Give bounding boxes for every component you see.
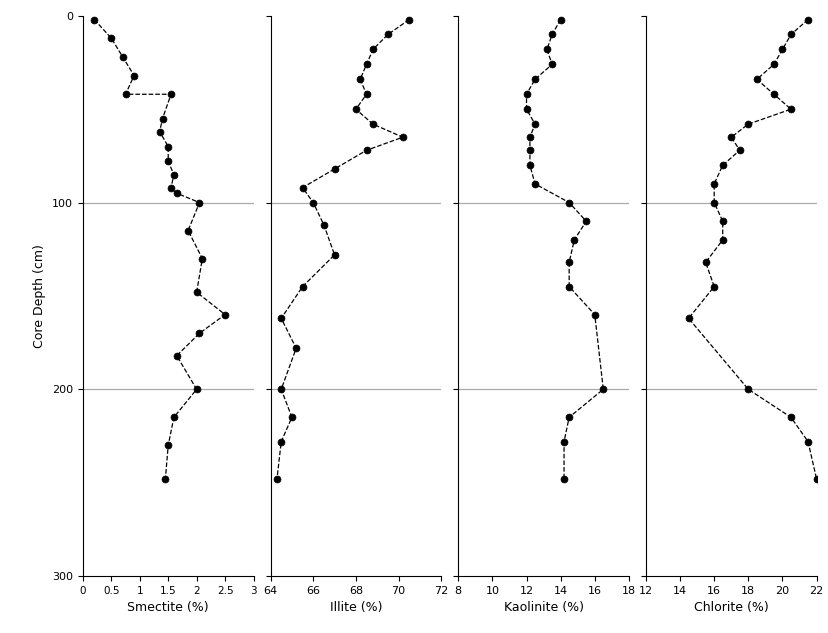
X-axis label: Chlorite (%): Chlorite (%) [693,601,768,614]
X-axis label: Illite (%): Illite (%) [330,601,382,614]
Y-axis label: Core Depth (cm): Core Depth (cm) [33,244,46,348]
X-axis label: Kaolinite (%): Kaolinite (%) [503,601,583,614]
X-axis label: Smectite (%): Smectite (%) [128,601,209,614]
